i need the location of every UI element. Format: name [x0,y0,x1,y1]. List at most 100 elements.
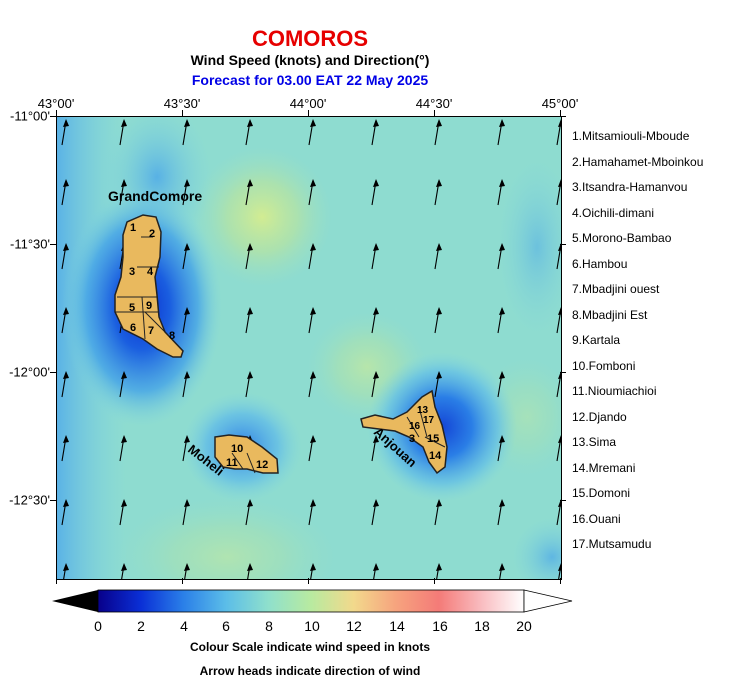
lat-tickmark [50,500,56,501]
lon-tick-label: 43°00' [37,96,75,111]
lon-tickmark [182,578,183,584]
lat-tickmark [50,372,56,373]
region-number: 6 [130,322,136,334]
region-number: 1 [130,222,136,234]
region-number: 5 [129,302,135,314]
wind-arrow-head [184,563,190,571]
wind-low-zone [512,517,561,579]
wind-arrow-head [184,371,190,379]
lon-tick-label: 45°00' [541,96,579,111]
wind-arrow-head [247,307,253,315]
wind-arrow-head [121,563,127,571]
grand-comore-label: GrandComore [108,188,202,204]
forecast-time: Forecast for 03.00 EAT 22 May 2025 [191,72,429,88]
region-number: 4 [147,266,154,278]
wind-arrow-head [247,119,253,127]
lat-tick-label: -12°30' [9,492,50,508]
wind-arrow-head [63,371,69,379]
lat-tick-label: -11°30' [10,236,50,252]
lon-tickmark [560,110,561,116]
wind-arrow-head [558,307,561,315]
colour-scale-tick: 12 [346,618,362,634]
region-number: 16 [409,421,421,432]
legend-item: 16.Ouani [572,511,621,526]
wind-arrow-head [373,243,379,251]
wind-arrow-head [436,499,442,507]
lon-tick-label: 43°30' [163,96,201,111]
legend-item: 14.Mremani [572,460,636,475]
legend-item: 10.Fomboni [572,358,636,373]
region-number: 12 [256,459,268,471]
wind-arrow-head [184,307,190,315]
wind-arrow-head [184,179,190,187]
wind-arrow-head [121,371,127,379]
wind-arrow-head [558,179,561,187]
region-number: 3 [129,266,135,278]
wind-arrow-head [310,499,316,507]
lat-tickmark [560,500,566,501]
wind-arrow-head [63,119,69,127]
wind-arrow-head [499,307,505,315]
region-legend: 1.Mitsamiouli-Mboude 2.Hamahamet-Mboinko… [572,124,703,558]
colour-scale-high-arrow [523,589,573,613]
legend-item: 1.Mitsamiouli-Mboude [572,129,690,143]
wind-arrow-head [373,179,379,187]
colour-scale-tick: 0 [94,618,102,634]
wind-arrow-head [310,119,316,127]
lat-tickmark [50,116,56,117]
region-number: 15 [427,433,439,445]
wind-arrow-head [499,371,505,379]
wind-arrow-head [499,563,505,571]
region-number: 3 [409,433,415,445]
region-number: 10 [231,443,243,455]
wind-arrow-head [63,179,69,187]
wind-arrow-head [184,119,190,127]
region-number: 17 [423,415,435,426]
wind-arrow-head [436,119,442,127]
wind-arrow-head [310,435,316,443]
wind-arrow-head [558,119,561,127]
colour-scale-tick: 6 [222,618,230,634]
wind-arrow-head [310,307,316,315]
wind-arrow-head [558,371,561,379]
map-subtitle: Wind Speed (knots) and Direction(°) [190,52,430,68]
colour-scale-caption: Colour Scale indicate wind speed in knot… [189,640,431,654]
lon-tickmark [560,578,561,584]
legend-item: 3.Itsandra-Hamanvou [572,180,688,194]
grand-comore-island: GrandComore 1 2 3 4 5 9 6 7 8 [108,188,202,358]
wind-arrow-head [499,119,505,127]
legend-item: 5.Morono-Bambao [572,231,672,245]
arrow-caption: Arrow heads indicate direction of wind [199,664,421,678]
wind-arrow-head [247,563,253,571]
lat-tickmark [560,372,566,373]
colour-scale-tick: 2 [137,618,145,634]
lat-tickmark [560,116,566,117]
legend-item: 4.Oichili-dimani [572,205,655,220]
wind-arrow-head [373,563,379,571]
legend-item: 9.Kartala [572,333,621,347]
wind-arrow-head [184,499,190,507]
legend-item: 13.Sima [572,435,617,449]
lon-tickmark [56,110,57,116]
wind-arrow-head [121,179,127,187]
lon-tickmark [56,578,57,584]
colour-scale-tick: 16 [432,618,448,634]
wind-arrow-head [436,179,442,187]
wind-arrow-head [184,435,190,443]
region-number: 9 [146,300,152,312]
wind-map: GrandComore 1 2 3 4 5 9 6 7 8 10 11 12 M… [56,116,562,580]
legend-item: 7.Mbadjini ouest [572,282,660,296]
colour-scale-tick: 18 [474,618,490,634]
colour-scale-tick: 10 [304,618,320,634]
legend-item: 15.Domoni [572,486,631,500]
wind-arrow-head [499,179,505,187]
wind-arrow-head [121,119,127,127]
wind-arrow-head [373,307,379,315]
region-number: 2 [149,228,155,240]
wind-arrow-head [247,499,253,507]
wind-arrow-head [436,563,442,571]
colour-scale-tick: 20 [516,618,532,634]
legend-item: 6.Hambou [572,256,628,271]
lon-tickmark [434,578,435,584]
colour-scale-tick: 4 [180,618,188,634]
